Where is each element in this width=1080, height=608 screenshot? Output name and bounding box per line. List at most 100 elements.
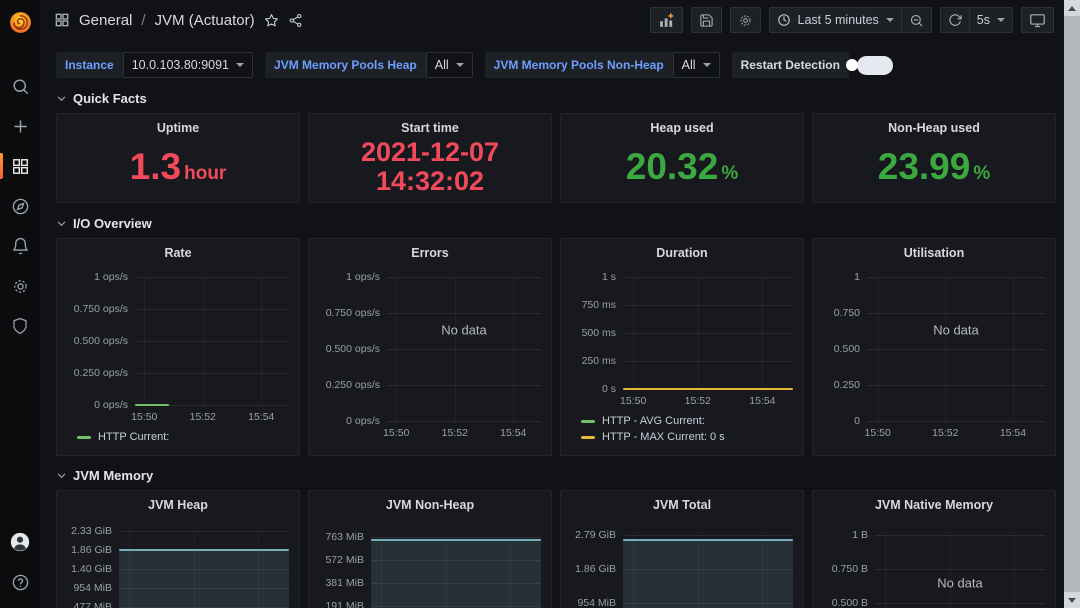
series-line [371, 539, 541, 541]
alerting-bell-icon[interactable] [0, 226, 40, 266]
y-axis-tick: 1 [854, 271, 860, 283]
plot-area [135, 277, 289, 405]
search-icon[interactable] [0, 66, 40, 106]
scrollbar-thumb[interactable] [1064, 16, 1080, 592]
legend-color-dash [581, 436, 595, 439]
no-data-text: No data [867, 323, 1045, 338]
user-avatar[interactable] [0, 522, 40, 562]
heap-pools-value: All [435, 58, 449, 72]
breadcrumb: General / JVM (Actuator) [54, 12, 303, 29]
panel-title[interactable]: Errors [309, 239, 551, 260]
section-jvm-memory[interactable]: JVM Memory [56, 468, 1056, 483]
panel-jvm-total: JVM Total 2.79 GiB1.86 GiB954 MiB0 B15:5… [560, 490, 804, 608]
variable-restart-detection: Restart Detection [732, 52, 893, 78]
rate-chart: 1 ops/s0.750 ops/s0.500 ops/s0.250 ops/s… [57, 277, 299, 443]
panel-title[interactable]: Utilisation [813, 239, 1055, 260]
zoom-out-time-button[interactable] [901, 7, 932, 33]
y-axis-tick: 0.500 B [832, 597, 868, 608]
y-axis-tick: 2.79 GiB [575, 529, 616, 541]
panel-uptime: Uptime 1.3hour [56, 113, 300, 203]
star-icon[interactable] [264, 13, 279, 28]
y-axis-tick: 1 ops/s [346, 271, 380, 283]
scroll-down-button[interactable] [1064, 592, 1080, 608]
panel-title[interactable]: Rate [57, 239, 299, 260]
series-line [623, 388, 793, 390]
nonheap-pools-value: All [682, 58, 696, 72]
panel-title[interactable]: JVM Heap [57, 491, 299, 512]
time-range-picker[interactable]: Last 5 minutes [769, 7, 902, 33]
legend-item[interactable]: HTTP - MAX Current: 0 s [581, 431, 793, 443]
gridline-horizontal [387, 385, 541, 386]
legend-item[interactable]: HTTP Current: [77, 431, 289, 443]
page-scrollbar[interactable] [1064, 0, 1080, 608]
jvm-total-chart: 2.79 GiB1.86 GiB954 MiB0 B15:5015:5215:5… [561, 535, 803, 608]
y-axis-tick: 0 ops/s [94, 399, 128, 411]
y-axis-tick: 0.500 ops/s [74, 335, 128, 347]
y-axis-tick: 0.500 ops/s [326, 343, 380, 355]
nonheap-pools-select[interactable]: All [673, 52, 720, 78]
gridline-horizontal [135, 373, 289, 374]
panel-title[interactable]: Uptime [57, 114, 299, 135]
restart-detection-toggle[interactable] [857, 56, 893, 75]
gridline-horizontal [875, 603, 1045, 604]
refresh-button[interactable] [940, 7, 970, 33]
panel-title[interactable]: JVM Native Memory [813, 491, 1055, 512]
add-panel-button[interactable] [650, 7, 683, 33]
panel-title[interactable]: JVM Non-Heap [309, 491, 551, 512]
gridline-horizontal [119, 531, 289, 532]
panel-utilisation: Utilisation 10.7500.5000.2500No data15:5… [812, 238, 1056, 456]
plot-area [119, 531, 289, 608]
y-axis-tick: 1 B [852, 529, 868, 541]
series-fill [119, 550, 289, 608]
gridline-vertical [513, 277, 514, 421]
section-quick-facts[interactable]: Quick Facts [56, 91, 1056, 106]
cycle-view-mode-button[interactable] [1021, 7, 1054, 33]
legend-item[interactable]: HTTP - AVG Current: [581, 415, 793, 427]
refresh-interval-picker[interactable]: 5s [969, 7, 1013, 33]
chart-plot-row: 1 ops/s0.750 ops/s0.500 ops/s0.250 ops/s… [315, 277, 541, 421]
panel-title[interactable]: Start time [309, 114, 551, 135]
y-axis-tick: 191 MiB [325, 600, 364, 608]
panel-title[interactable]: JVM Total [561, 491, 803, 512]
configuration-gear-icon[interactable] [0, 266, 40, 306]
grafana-logo[interactable] [0, 2, 40, 42]
series-line [623, 539, 793, 541]
x-axis-tick: 15:54 [248, 411, 274, 423]
legend-color-dash [581, 420, 595, 423]
stat-value: 20.32% [561, 136, 803, 198]
dashboard-settings-button[interactable] [730, 7, 761, 33]
restart-detection-label: Restart Detection [732, 52, 849, 78]
section-io-overview[interactable]: I/O Overview [56, 216, 1056, 231]
y-axis: 1 ops/s0.750 ops/s0.500 ops/s0.250 ops/s… [63, 277, 135, 405]
panel-title[interactable]: Non-Heap used [813, 114, 1055, 135]
chart-plot-row: 763 MiB572 MiB381 MiB191 MiB0 B [315, 537, 541, 608]
x-axis-tick: 15:52 [190, 411, 216, 423]
gridline-horizontal [387, 421, 541, 422]
help-icon[interactable] [0, 562, 40, 602]
header-actions: Last 5 minutes 5s [650, 7, 1055, 33]
y-axis-tick: 1.86 GiB [575, 563, 616, 575]
y-axis-tick: 1.86 GiB [71, 544, 112, 556]
errors-chart: 1 ops/s0.750 ops/s0.500 ops/s0.250 ops/s… [309, 277, 551, 440]
gridline-vertical [878, 277, 879, 421]
gridline-horizontal [867, 313, 1045, 314]
panel-title[interactable]: Duration [561, 239, 803, 260]
y-axis-tick: 0.750 ops/s [74, 303, 128, 315]
admin-shield-icon[interactable] [0, 306, 40, 346]
instance-select[interactable]: 10.0.103.80:9091 [123, 52, 253, 78]
chart-plot-row: 1 B0.750 B0.500 B0.250 B0 BNo data [819, 535, 1045, 608]
share-icon[interactable] [288, 13, 303, 28]
create-icon[interactable] [0, 106, 40, 146]
panel-title[interactable]: Heap used [561, 114, 803, 135]
breadcrumb-section[interactable]: General [79, 12, 132, 29]
breadcrumb-title[interactable]: JVM (Actuator) [155, 12, 255, 29]
y-axis-tick: 0.750 ops/s [326, 307, 380, 319]
save-dashboard-button[interactable] [691, 7, 722, 33]
sidebar-item-dashboards[interactable] [0, 146, 40, 186]
heap-pools-select[interactable]: All [426, 52, 473, 78]
scroll-up-button[interactable] [1064, 0, 1080, 16]
panel-rate: Rate 1 ops/s0.750 ops/s0.500 ops/s0.250 … [56, 238, 300, 456]
explore-compass-icon[interactable] [0, 186, 40, 226]
jvm-memory-row: JVM Heap 2.33 GiB1.86 GiB1.40 GiB954 MiB… [56, 490, 1056, 608]
panel-errors: Errors 1 ops/s0.750 ops/s0.500 ops/s0.25… [308, 238, 552, 456]
